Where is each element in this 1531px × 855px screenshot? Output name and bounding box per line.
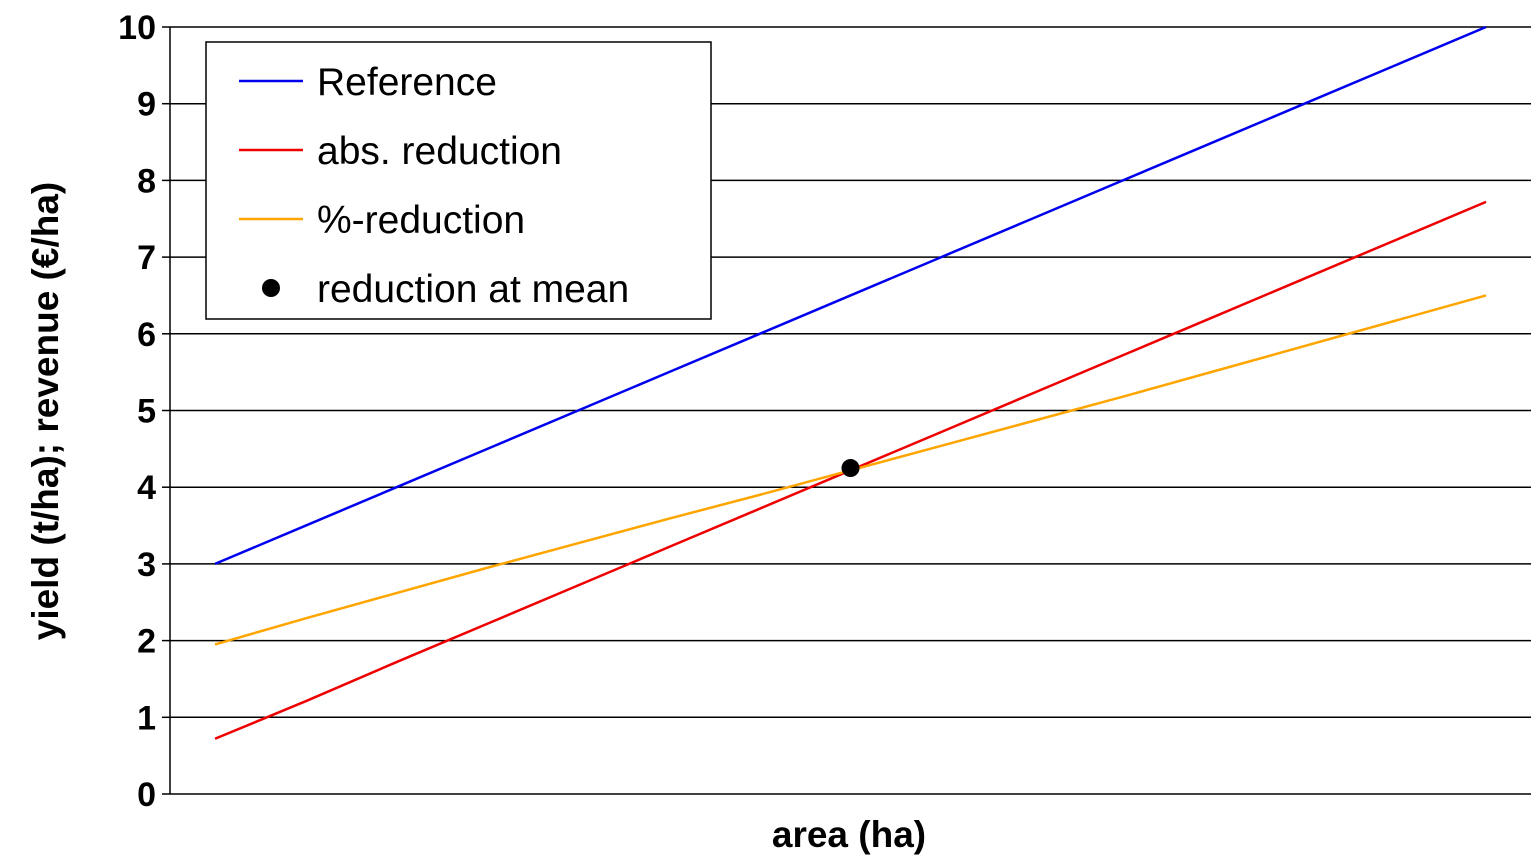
y-tick-label-4: 4 [137, 469, 156, 507]
legend: Reference abs. reduction %-reduction reduct… [205, 41, 712, 320]
legend-label-reference: Reference [317, 61, 497, 104]
y-tick-label-8: 8 [137, 162, 156, 200]
y-tick-label-0: 0 [137, 776, 156, 814]
y-tick-label-3: 3 [137, 546, 156, 584]
axes [162, 26, 1531, 795]
series-line-reference [214, 25, 1487, 566]
legend-label-reduction-at-mean: reduction at mean [317, 268, 629, 311]
y-tick-label-9: 9 [137, 86, 156, 124]
series-layer [214, 25, 1487, 740]
legend-box [205, 41, 712, 320]
series-point-reduction-at-mean [841, 459, 860, 478]
y-tick-labels: 0 1 2 3 4 5 6 7 8 9 10 [118, 9, 156, 814]
y-tick-label-6: 6 [137, 316, 156, 354]
y-tick-label-10: 10 [118, 9, 156, 47]
legend-label-abs-reduction: abs. reduction [317, 130, 562, 173]
x-axis-title: area (ha) [772, 814, 926, 855]
y-tick-label-5: 5 [137, 393, 156, 431]
legend-label-reduction: %-reduction [317, 199, 525, 242]
y-tick-label-2: 2 [137, 623, 156, 661]
y-axis-title: yield (t/ha); revenue (€/ha) [25, 182, 66, 641]
legend-swatch-reduction-at-mean [262, 279, 280, 297]
y-tick-label-1: 1 [137, 699, 156, 737]
y-tick-label-7: 7 [137, 239, 156, 277]
